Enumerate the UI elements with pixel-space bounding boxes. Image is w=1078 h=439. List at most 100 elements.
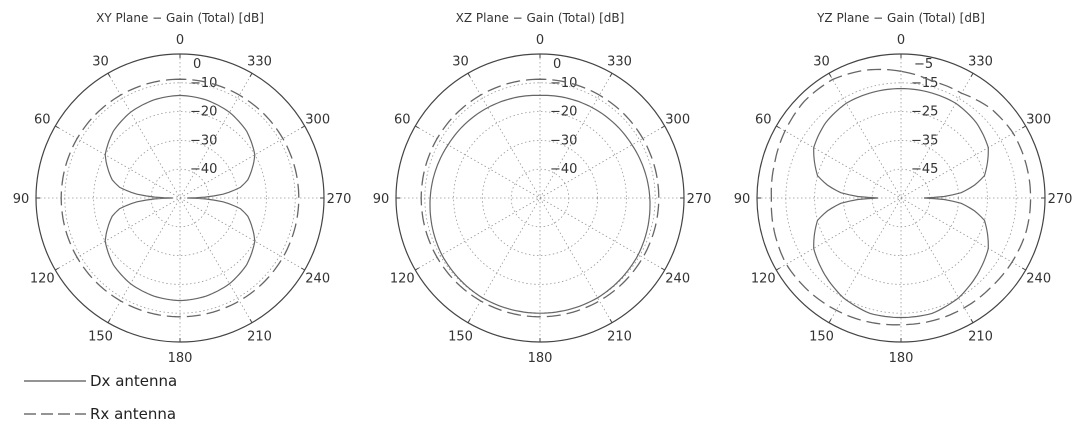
angle-tick xyxy=(660,267,665,271)
angle-tick xyxy=(467,73,471,78)
angle-label: 0 xyxy=(897,33,905,48)
chart-title: XZ Plane − Gain (Total) [dB] xyxy=(456,11,625,25)
radial-label: −40 xyxy=(550,162,577,177)
angle-tick xyxy=(107,318,111,323)
radial-label: −30 xyxy=(550,133,577,148)
angle-label: 240 xyxy=(665,272,690,287)
grid-circle xyxy=(785,82,1017,314)
series-dx-antenna xyxy=(104,94,256,302)
angle-label: 300 xyxy=(665,113,690,128)
radial-label: −35 xyxy=(911,133,938,148)
radial-label: −10 xyxy=(190,76,217,91)
angle-label: 270 xyxy=(327,192,352,207)
angle-label: 270 xyxy=(687,192,712,207)
series-rx-antenna xyxy=(770,68,1032,326)
legend-dx-label: Dx antenna xyxy=(90,372,178,390)
angle-label: 180 xyxy=(889,351,914,366)
angle-tick xyxy=(300,267,305,271)
angle-label: 30 xyxy=(92,54,109,69)
angle-tick xyxy=(776,267,781,271)
chart-title: YZ Plane − Gain (Total) [dB] xyxy=(816,11,985,25)
angle-label: 120 xyxy=(751,272,776,287)
radial-label: −20 xyxy=(190,105,217,120)
angle-tick xyxy=(249,318,253,323)
grid-circle xyxy=(843,139,960,256)
radial-label: −40 xyxy=(190,162,217,177)
angle-label: 150 xyxy=(88,330,113,345)
series-rx-antenna xyxy=(60,78,300,318)
angle-label: 0 xyxy=(536,33,544,48)
angle-label: 240 xyxy=(305,272,330,287)
legend-rx-label: Rx antenna xyxy=(90,405,177,423)
legend-solid-line-icon xyxy=(24,380,86,382)
angle-label: 270 xyxy=(1048,192,1073,207)
angle-label: 60 xyxy=(34,113,51,128)
radial-label: −45 xyxy=(911,162,938,177)
angle-tick xyxy=(970,318,974,323)
polar-chart-2: XZ Plane − Gain (Total) [dB] 0 30 60 90 120 15… xyxy=(373,11,712,366)
angle-tick xyxy=(249,73,253,78)
angle-label: 240 xyxy=(1026,272,1051,287)
angle-tick xyxy=(828,318,832,323)
angle-label: 330 xyxy=(247,54,272,69)
angle-label: 30 xyxy=(452,54,469,69)
radial-label: −5 xyxy=(914,57,933,72)
angle-label: 150 xyxy=(809,330,834,345)
angle-label: 60 xyxy=(755,113,772,128)
radial-label: −30 xyxy=(190,133,217,148)
angle-tick xyxy=(1021,125,1026,129)
grid-spoke xyxy=(107,73,253,323)
angle-label: 30 xyxy=(813,54,830,69)
angle-label: 90 xyxy=(13,192,30,207)
radial-label: −15 xyxy=(911,76,938,91)
angle-tick xyxy=(467,318,471,323)
series-rx-antenna xyxy=(420,78,660,318)
chart-title: XY Plane − Gain (Total) [dB] xyxy=(96,11,264,25)
radial-label: 0 xyxy=(553,57,561,72)
angle-label: 210 xyxy=(247,330,272,345)
radial-label: 0 xyxy=(193,57,201,72)
angle-label: 330 xyxy=(968,54,993,69)
legend-rx-antenna: Rx antenna xyxy=(22,405,176,423)
angle-label: 330 xyxy=(607,54,632,69)
series-dx-antenna xyxy=(813,88,989,319)
angle-label: 300 xyxy=(305,113,330,128)
grid-circle xyxy=(93,111,267,285)
angle-label: 210 xyxy=(607,330,632,345)
legend-dashed-line-icon xyxy=(24,413,86,415)
angle-tick xyxy=(828,73,832,78)
angle-tick xyxy=(970,73,974,78)
grid-circle xyxy=(122,139,238,256)
angle-label: 90 xyxy=(373,192,390,207)
angle-label: 120 xyxy=(390,272,415,287)
angle-tick xyxy=(660,125,665,129)
polar-chart-1: XY Plane − Gain (Total) [dB] 0 30 60 90 120 15… xyxy=(13,11,352,366)
legend-dx-antenna: Dx antenna xyxy=(22,372,177,390)
angle-label: 120 xyxy=(30,272,55,287)
angle-tick xyxy=(609,318,613,323)
angle-label: 150 xyxy=(448,330,473,345)
angle-tick xyxy=(55,267,60,271)
angle-label: 90 xyxy=(734,192,751,207)
angle-label: 180 xyxy=(168,351,193,366)
angle-tick xyxy=(300,125,305,129)
polar-chart-3: YZ Plane − Gain (Total) [dB] 0 30 60 90 120 15… xyxy=(734,11,1073,366)
angle-tick xyxy=(415,125,420,129)
angle-tick xyxy=(609,73,613,78)
angle-label: 180 xyxy=(528,351,553,366)
angle-tick xyxy=(776,125,781,129)
angle-label: 0 xyxy=(176,33,184,48)
series-dx-antenna xyxy=(429,94,651,314)
radial-label: −10 xyxy=(550,76,577,91)
radial-label: −20 xyxy=(550,105,577,120)
angle-label: 210 xyxy=(968,330,993,345)
angle-label: 300 xyxy=(1026,113,1051,128)
angle-tick xyxy=(107,73,111,78)
grid-circle xyxy=(64,82,296,314)
angle-label: 60 xyxy=(394,113,411,128)
angle-tick xyxy=(1021,267,1026,271)
angle-tick xyxy=(55,125,60,129)
grid-circle xyxy=(453,111,627,285)
radial-label: −25 xyxy=(911,105,938,120)
